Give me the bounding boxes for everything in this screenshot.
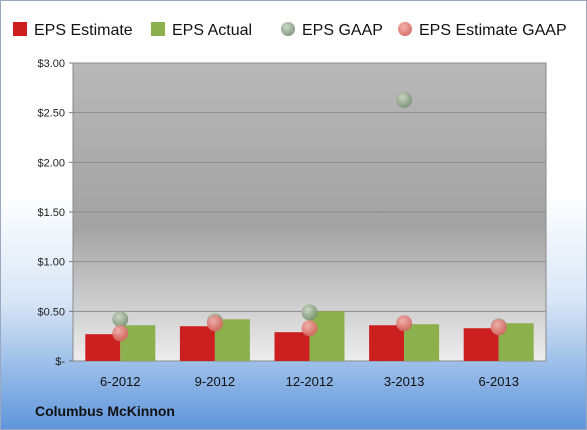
point-eps-gaap xyxy=(396,91,413,108)
gridlines xyxy=(73,62,546,312)
points xyxy=(112,91,507,342)
legend-swatch xyxy=(151,22,165,36)
point-eps-estimate-gaap xyxy=(112,325,129,342)
y-axis: $- $0.50 $1.00 $1.50 $2.00 $2.50 $3.00 xyxy=(37,58,73,368)
point-eps-estimate-gaap xyxy=(301,320,318,337)
x-tick-label: 6-2013 xyxy=(478,374,518,389)
bar-eps-estimate xyxy=(463,328,499,361)
legend-swatch xyxy=(13,22,27,36)
y-tick-label: $1.50 xyxy=(37,207,65,219)
legend-label: EPS Estimate GAAP xyxy=(419,22,567,39)
bar-eps-actual xyxy=(404,324,440,361)
legend-label: EPS Actual xyxy=(172,22,252,39)
x-tick-label: 6-2012 xyxy=(100,374,140,389)
x-axis: 6-2012 9-2012 12-2012 3-2013 6-2013 xyxy=(100,374,519,389)
legend-swatch xyxy=(398,22,412,36)
bar-eps-estimate xyxy=(274,332,310,361)
legend-label: EPS Estimate xyxy=(34,22,133,39)
x-tick-label: 3-2013 xyxy=(384,374,424,389)
point-eps-estimate-gaap xyxy=(206,315,223,332)
company-name: Columbus McKinnon xyxy=(35,403,175,419)
bar-eps-actual xyxy=(309,311,345,361)
point-eps-gaap xyxy=(112,311,129,328)
y-tick-label: $0.50 xyxy=(37,306,65,318)
y-tick-label: $2.00 xyxy=(37,157,65,169)
point-eps-estimate-gaap xyxy=(490,319,507,336)
point-eps-gaap xyxy=(301,304,318,321)
bars xyxy=(85,311,534,361)
legend-swatch xyxy=(281,22,295,36)
x-tick-label: 12-2012 xyxy=(286,374,334,389)
y-tick-label: $1.00 xyxy=(37,257,65,269)
y-tick-label: $3.00 xyxy=(37,58,65,70)
bar-eps-estimate xyxy=(369,325,405,361)
legend: EPS Estimate EPS Actual EPS GAAP EPS Estima… xyxy=(13,22,567,39)
legend-label: EPS GAAP xyxy=(302,22,383,39)
y-tick-label: $- xyxy=(55,356,65,368)
x-tick-label: 9-2012 xyxy=(195,374,235,389)
y-tick-label: $2.50 xyxy=(37,108,65,120)
bar-eps-estimate xyxy=(179,326,215,361)
point-eps-estimate-gaap xyxy=(396,315,413,332)
